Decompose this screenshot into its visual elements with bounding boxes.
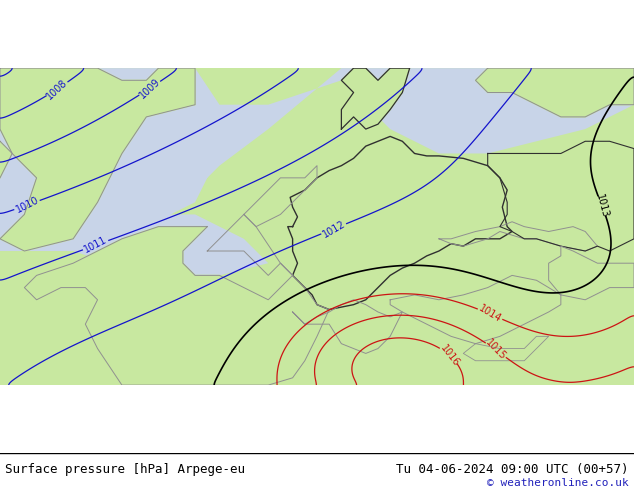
Polygon shape [122, 68, 366, 202]
Polygon shape [341, 68, 410, 129]
Polygon shape [0, 68, 195, 251]
Text: 1016: 1016 [438, 343, 461, 368]
Text: Tu 04-06-2024 09:00 UTC (00+57): Tu 04-06-2024 09:00 UTC (00+57) [396, 463, 629, 476]
Text: 1011: 1011 [82, 235, 109, 255]
Text: 1010: 1010 [14, 195, 40, 215]
Polygon shape [476, 68, 634, 117]
Polygon shape [366, 68, 634, 153]
Text: 1012: 1012 [321, 219, 347, 239]
Text: 1009: 1009 [138, 76, 162, 100]
Text: 1013: 1013 [594, 193, 610, 219]
Text: 1014: 1014 [477, 303, 503, 325]
Polygon shape [73, 215, 268, 275]
Text: Surface pressure [hPa] Arpege-eu: Surface pressure [hPa] Arpege-eu [5, 463, 245, 476]
Polygon shape [24, 226, 329, 385]
Text: 1015: 1015 [484, 338, 508, 363]
Polygon shape [0, 117, 12, 215]
Text: © weatheronline.co.uk: © weatheronline.co.uk [487, 478, 629, 488]
Text: 1008: 1008 [45, 77, 70, 101]
Polygon shape [0, 68, 219, 251]
